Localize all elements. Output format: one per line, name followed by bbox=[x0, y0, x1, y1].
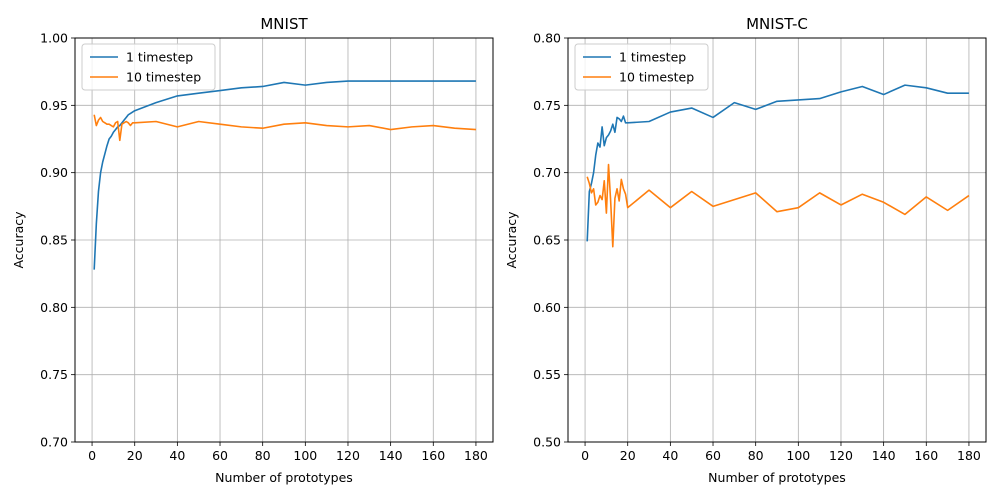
x-tick-label: 160 bbox=[421, 448, 445, 463]
chart-title: MNIST-C bbox=[746, 15, 808, 33]
x-tick-label: 140 bbox=[379, 448, 403, 463]
series-layer bbox=[586, 84, 970, 248]
grid bbox=[568, 37, 986, 443]
series-line-1-timestep bbox=[586, 84, 969, 242]
chart-title: MNIST bbox=[260, 15, 308, 33]
x-tick-label: 40 bbox=[169, 448, 185, 463]
y-tick-label: 0.85 bbox=[40, 233, 68, 248]
x-tick-label: 60 bbox=[212, 448, 228, 463]
series-layer bbox=[93, 80, 476, 270]
ticks: 0 20 40 60 80 100 120 140 160 180 0.70 0.75 0.80 0.85… bbox=[40, 31, 488, 464]
y-tick-label: 0.80 bbox=[533, 31, 561, 46]
series-line-1-timestep bbox=[93, 80, 476, 270]
ticks: 0 20 40 60 80 100 120 140 160 180 0.50 0.55 0.60 0.65… bbox=[533, 31, 981, 464]
x-tick-label: 60 bbox=[705, 448, 721, 463]
x-tick-label: 0 bbox=[581, 448, 589, 463]
x-tick-label: 20 bbox=[620, 448, 636, 463]
legend: 1 timestep 10 timestep bbox=[81, 43, 216, 91]
grid bbox=[75, 37, 493, 443]
y-tick-label: 0.90 bbox=[40, 165, 68, 180]
x-tick-label: 100 bbox=[293, 448, 317, 463]
legend-label-1-timestep: 1 timestep bbox=[619, 50, 686, 65]
x-tick-label: 180 bbox=[957, 448, 981, 463]
legend-label-1-timestep: 1 timestep bbox=[126, 50, 193, 65]
series-line-10-timestep bbox=[93, 114, 476, 142]
y-axis-label: Accuracy bbox=[504, 211, 519, 269]
x-tick-label: 180 bbox=[464, 448, 488, 463]
y-tick-label: 0.95 bbox=[40, 98, 68, 113]
y-axis-label: Accuracy bbox=[11, 211, 26, 269]
legend: 1 timestep 10 timestep bbox=[574, 43, 709, 91]
y-tick-label: 0.65 bbox=[533, 233, 561, 248]
legend-label-10-timestep: 10 timestep bbox=[126, 70, 201, 85]
y-tick-label: 0.70 bbox=[533, 165, 561, 180]
x-tick-label: 20 bbox=[127, 448, 143, 463]
x-tick-label: 0 bbox=[88, 448, 96, 463]
x-tick-label: 100 bbox=[786, 448, 810, 463]
y-tick-label: 0.75 bbox=[40, 367, 68, 382]
x-tick-label: 120 bbox=[829, 448, 853, 463]
x-axis-label: Number of prototypes bbox=[708, 470, 846, 485]
legend-box bbox=[81, 43, 216, 91]
legend-box bbox=[574, 43, 709, 91]
x-tick-label: 160 bbox=[914, 448, 938, 463]
y-tick-label: 0.75 bbox=[533, 98, 561, 113]
chart-panel-mnist: 0 20 40 60 80 100 120 140 160 180 0.70 0.75 0.80 0.85… bbox=[11, 15, 494, 485]
x-axis-label: Number of prototypes bbox=[215, 470, 353, 485]
y-tick-label: 0.70 bbox=[40, 435, 68, 450]
chart-panel-mnist-c: 0 20 40 60 80 100 120 140 160 180 0.50 0.55 0.60 0.65… bbox=[504, 15, 987, 485]
x-tick-label: 40 bbox=[662, 448, 678, 463]
x-tick-label: 120 bbox=[336, 448, 360, 463]
x-tick-label: 140 bbox=[872, 448, 896, 463]
y-tick-label: 0.50 bbox=[533, 435, 561, 450]
y-tick-label: 1.00 bbox=[40, 31, 68, 46]
y-tick-label: 0.60 bbox=[533, 300, 561, 315]
y-tick-label: 0.55 bbox=[533, 367, 561, 382]
series-line-10-timestep bbox=[586, 163, 970, 248]
x-tick-label: 80 bbox=[748, 448, 764, 463]
y-tick-label: 0.80 bbox=[40, 300, 68, 315]
x-tick-label: 80 bbox=[255, 448, 271, 463]
legend-label-10-timestep: 10 timestep bbox=[619, 70, 694, 85]
